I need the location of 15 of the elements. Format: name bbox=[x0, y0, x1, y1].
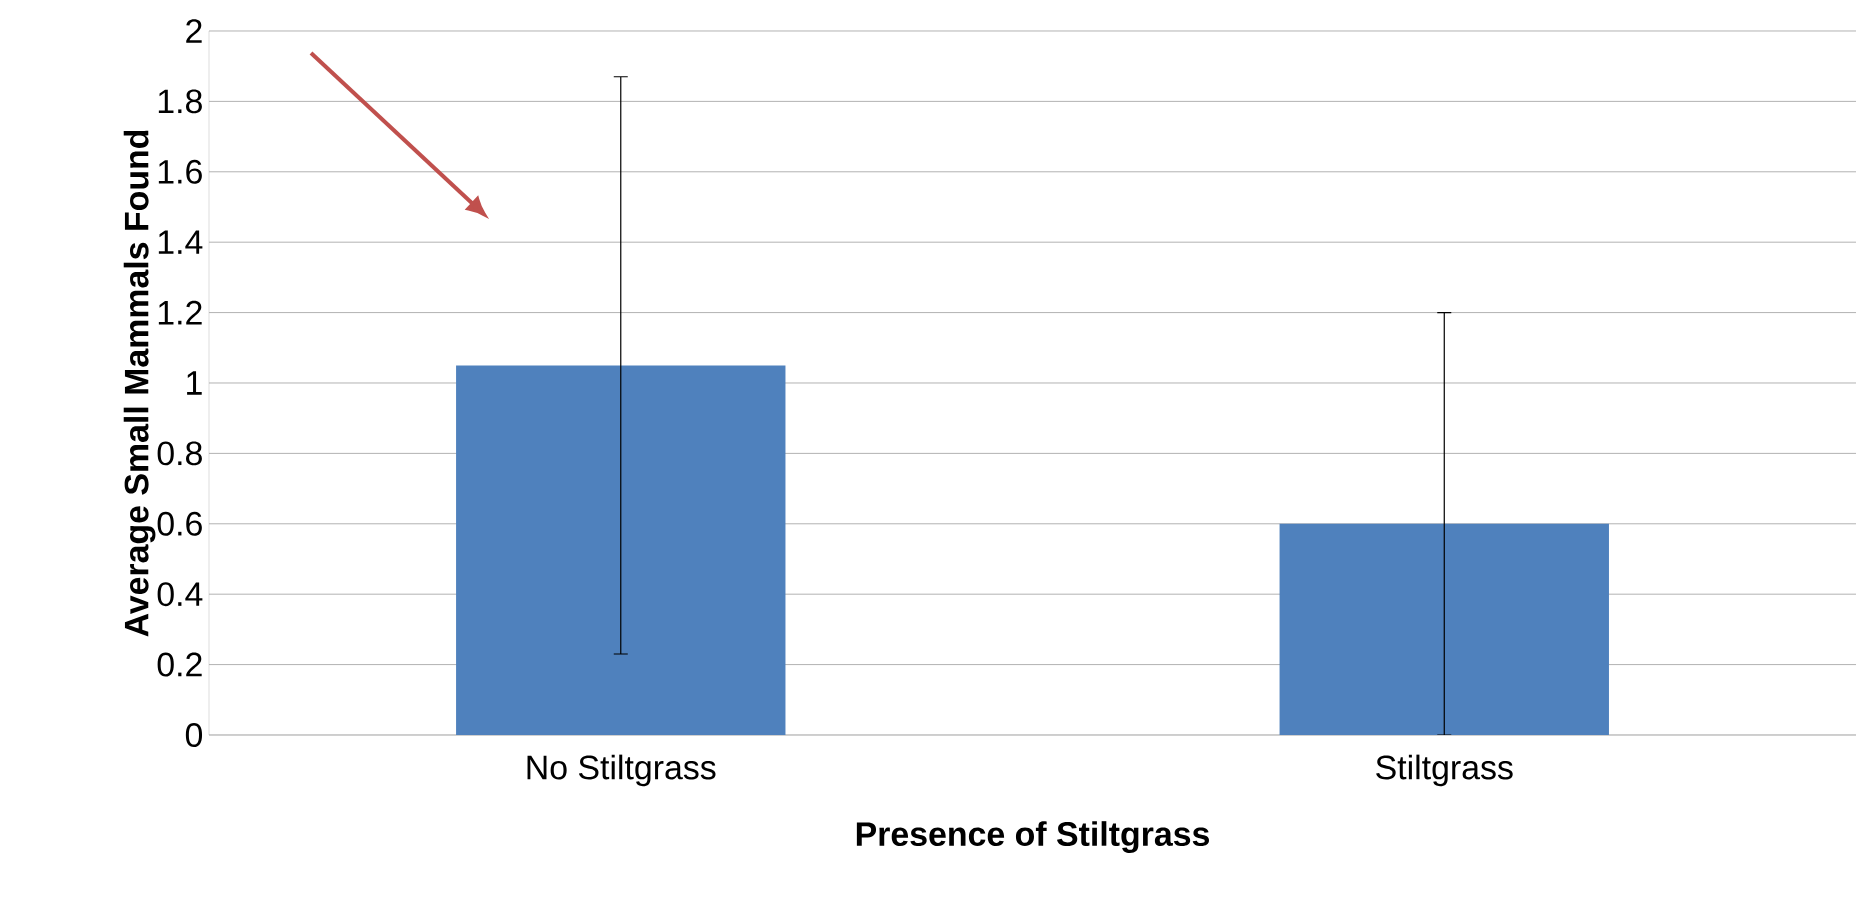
y-tick-label: 2 bbox=[186, 19, 202, 43]
y-tick-label: 0.8 bbox=[157, 441, 202, 466]
y-tick-label: 0.6 bbox=[157, 511, 202, 536]
y-tick-label: 1.6 bbox=[158, 159, 202, 184]
y-axis-title: Average Small Mammals Found bbox=[123, 130, 156, 637]
y-tick-label: 0.2 bbox=[157, 652, 202, 677]
y-tick-label: 1.8 bbox=[158, 89, 202, 114]
y-tick-label: 0 bbox=[185, 722, 203, 747]
y-tick-label: 1.2 bbox=[158, 300, 202, 325]
y-tick-label: 1 bbox=[187, 371, 202, 395]
y-tick-label: 1.4 bbox=[158, 230, 203, 254]
y-tick-label: 0.4 bbox=[157, 582, 203, 607]
x-tick-label: Stiltgrass bbox=[1376, 754, 1513, 787]
x-tick-label: No Stiltgrass bbox=[527, 754, 716, 787]
x-axis-title: Presence of Stiltgrass bbox=[856, 821, 1209, 853]
